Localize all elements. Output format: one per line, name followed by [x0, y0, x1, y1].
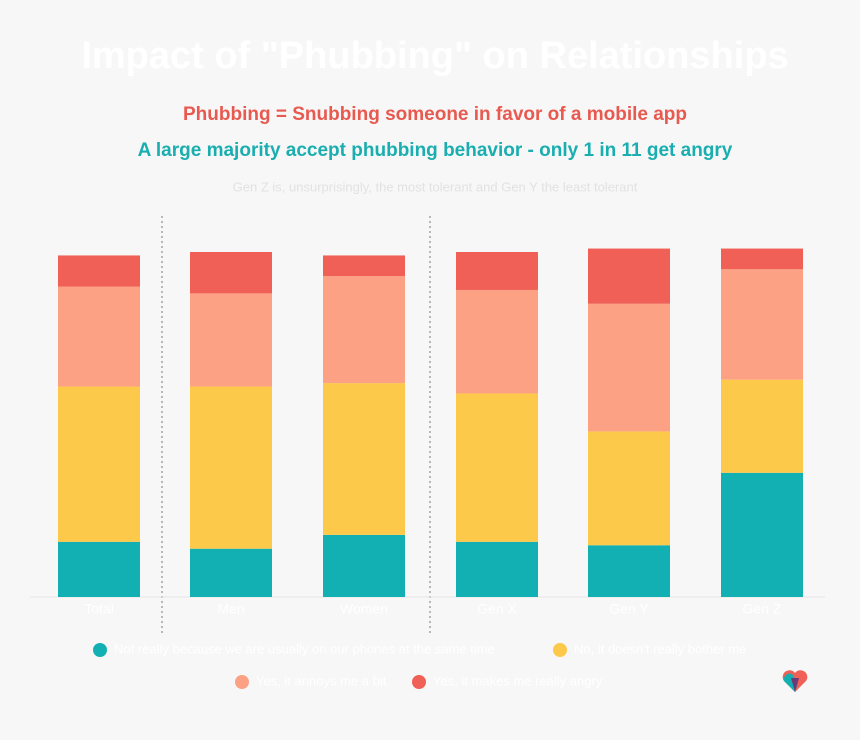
legend-label: Not really because we are usually on our… [114, 641, 495, 656]
bar-segment [721, 379, 803, 473]
chart-title: Impact of "Phubbing" on Relationships [81, 35, 788, 77]
chart-note: Gen Z is, unsurprisingly, the most toler… [233, 179, 638, 194]
bar-segment [323, 534, 405, 597]
bar-segment [190, 548, 272, 597]
x-tick-label: Gen X [477, 601, 517, 617]
bar-segment [456, 289, 538, 394]
logo [782, 670, 808, 692]
legend-swatch [235, 675, 249, 689]
bar-segment [588, 303, 670, 432]
bar-segment [456, 541, 538, 597]
bar-segment [721, 472, 803, 597]
x-tick-label: Women [340, 601, 388, 617]
bar-segment [58, 541, 140, 597]
bar-segment [721, 269, 803, 380]
x-tick-label: Gen Z [743, 601, 782, 617]
bar-segment [323, 255, 405, 277]
legend-label: Yes, it makes me really angry [433, 673, 603, 688]
bar-segment [588, 431, 670, 546]
legend-swatch [553, 643, 567, 657]
bar-segment [323, 276, 405, 384]
bar-segment [588, 248, 670, 304]
bar-segment [190, 293, 272, 387]
bar-segment [456, 252, 538, 290]
legend-swatch [93, 643, 107, 657]
bar-segment [721, 248, 803, 270]
bar-segment [58, 255, 140, 287]
bar-segment [190, 386, 272, 549]
bar-segment [323, 383, 405, 535]
chart-subtitle: Phubbing = Snubbing someone in favor of … [183, 104, 687, 125]
bar-segment [588, 545, 670, 597]
chart-headline: A large majority accept phubbing behavio… [138, 140, 733, 161]
bar-segment [58, 286, 140, 387]
legend-label: Yes, it annoys me a bit [256, 673, 387, 688]
x-tick-label: Men [217, 601, 244, 617]
bar-segment [456, 393, 538, 542]
bar-segment [190, 252, 272, 294]
x-tick-label: Total [84, 601, 114, 617]
legend-label: No, it doesn't really bother me [574, 641, 746, 656]
legend-swatch [412, 675, 426, 689]
bar-segment [58, 386, 140, 542]
x-tick-label: Gen Y [609, 601, 649, 617]
